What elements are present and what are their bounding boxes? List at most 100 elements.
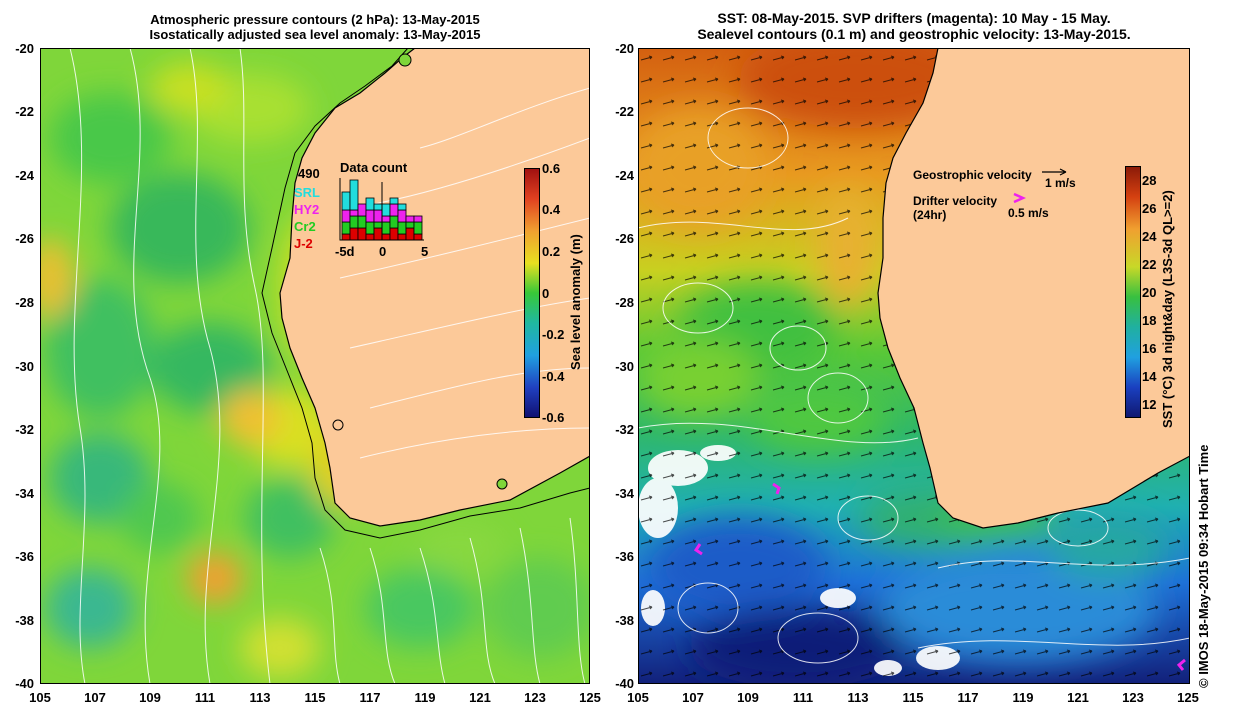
right-title-line1: SST: 08-May-2015. SVP drifters (magenta)… — [717, 10, 1111, 26]
geo-arrow-icon — [1042, 168, 1067, 176]
x-tick: 119 — [414, 690, 436, 705]
histogram-bar-hy2 — [341, 209, 351, 223]
pressure-contours — [69, 48, 590, 684]
inset-x-tick: -5d — [335, 244, 355, 259]
right-title: SST: 08-May-2015. SVP drifters (magenta)… — [638, 10, 1190, 42]
left-title: Atmospheric pressure contours (2 hPa): 1… — [40, 12, 590, 42]
imos-credit: © IMOS 18-May-2015 09:34 Hobart Time — [1196, 444, 1211, 688]
y-tick: -24 — [615, 168, 634, 183]
cb-tick: 24 — [1142, 229, 1157, 244]
histogram-bar-hy2 — [381, 215, 391, 223]
right-map — [638, 48, 1190, 684]
inset-x-tick: 0 — [379, 244, 387, 259]
cb-tick: -0.2 — [542, 327, 565, 342]
x-tick: 119 — [1012, 690, 1034, 705]
y-tick: -36 — [15, 549, 34, 564]
sst-colorbar-label: SST (°C) 3d night&day (L3S-3d QL>=2) — [1160, 190, 1175, 428]
right-map-frame — [638, 48, 1190, 684]
histogram-bar-j2 — [341, 233, 351, 241]
island — [496, 478, 508, 490]
histogram-bar-cr2 — [365, 221, 375, 235]
left-title-line2: Isostatically adjusted sea level anomaly… — [149, 27, 481, 42]
land-australia — [878, 48, 1190, 528]
histogram-bar-cr2 — [381, 221, 391, 235]
cb-tick: 14 — [1142, 369, 1157, 384]
y-tick: -20 — [15, 41, 34, 56]
y-tick: -40 — [615, 676, 634, 691]
cb-tick: -0.6 — [542, 410, 565, 425]
island — [332, 419, 344, 431]
left-title-line1: Atmospheric pressure contours (2 hPa): 1… — [150, 12, 480, 27]
inset-x-tick: 5 — [421, 244, 429, 259]
histogram-bar-hy2 — [405, 215, 415, 223]
histogram-bar-srl — [341, 191, 351, 211]
shelf-isobath — [261, 48, 590, 539]
drifter-velocity-label: Drifter velocity — [913, 194, 998, 208]
y-tick: -22 — [15, 104, 34, 119]
x-tick: 109 — [737, 690, 759, 705]
cb-tick: 22 — [1142, 257, 1157, 272]
x-tick: 121 — [1067, 690, 1089, 705]
y-tick: -20 — [615, 41, 634, 56]
histogram-bar-cr2 — [341, 221, 351, 235]
x-tick: 105 — [627, 690, 649, 705]
histogram-bar-hy2 — [389, 203, 399, 217]
left-map-frame — [40, 48, 590, 684]
sat-label-j2: J-2 — [294, 236, 313, 251]
histogram-bar-j2 — [381, 233, 391, 241]
sst-colorbar — [1125, 166, 1141, 418]
histogram-bar-j2 — [405, 227, 415, 241]
drifter-track — [772, 482, 781, 495]
histogram-bar-j2 — [373, 227, 383, 241]
data-count-histogram — [339, 178, 424, 241]
cb-tick: 18 — [1142, 313, 1157, 328]
x-tick: 107 — [84, 690, 106, 705]
coastline — [877, 48, 1190, 529]
land-australia — [280, 48, 590, 526]
cb-tick: 0.6 — [542, 161, 561, 176]
geo-velocity-label: Geostrophic velocity — [913, 168, 1032, 182]
histogram-bar-hy2 — [357, 203, 367, 217]
y-tick: -32 — [615, 422, 634, 437]
histogram-bar-cr2 — [357, 215, 367, 229]
x-tick: 115 — [902, 690, 924, 705]
satellite-legend: SRL HY2 Cr2 J-2 — [294, 184, 320, 252]
island — [398, 53, 412, 67]
histogram-bar-j2 — [389, 227, 399, 241]
x-tick: 113 — [847, 690, 869, 705]
drifter-arrow-icon — [1013, 192, 1026, 204]
y-tick: -28 — [615, 295, 634, 310]
y-tick: -32 — [15, 422, 34, 437]
x-tick: 117 — [957, 690, 979, 705]
cb-tick: 16 — [1142, 341, 1157, 356]
histogram-bar-hy2 — [349, 209, 359, 217]
y-tick: -22 — [615, 104, 634, 119]
inset-total-count: 490 — [298, 166, 320, 181]
geo-velocity-scale: 1 m/s — [1045, 176, 1076, 190]
cb-tick: 0.2 — [542, 244, 561, 259]
sla-colorbar-label: Sea level anomaly (m) — [568, 234, 583, 370]
right-title-line2: Sealevel contours (0.1 m) and geostrophi… — [697, 26, 1131, 42]
y-tick: -34 — [615, 486, 634, 501]
sealevel-contours — [638, 107, 1190, 664]
cb-tick: 12 — [1142, 397, 1157, 412]
x-tick: 111 — [194, 690, 216, 705]
y-tick: -34 — [15, 486, 34, 501]
cb-tick: 0.4 — [542, 202, 561, 217]
drifter-velocity-sub: (24hr) — [913, 208, 947, 222]
x-tick: 109 — [139, 690, 161, 705]
histogram-bar-hy2 — [413, 215, 423, 223]
drifter-velocity-scale: 0.5 m/s — [1008, 206, 1049, 220]
histogram-bar-srl — [373, 203, 383, 211]
histogram-bar-j2 — [397, 233, 407, 241]
x-tick: 117 — [359, 690, 381, 705]
x-tick: 123 — [524, 690, 546, 705]
cb-tick: 28 — [1142, 173, 1157, 188]
y-tick: -36 — [615, 549, 634, 564]
histogram-bar-hy2 — [397, 209, 407, 223]
histogram-bar-srl — [397, 203, 407, 211]
histogram-bar-srl — [389, 197, 399, 205]
histogram-bar-j2 — [413, 233, 423, 241]
cb-tick: 26 — [1142, 201, 1157, 216]
left-map — [40, 48, 590, 684]
